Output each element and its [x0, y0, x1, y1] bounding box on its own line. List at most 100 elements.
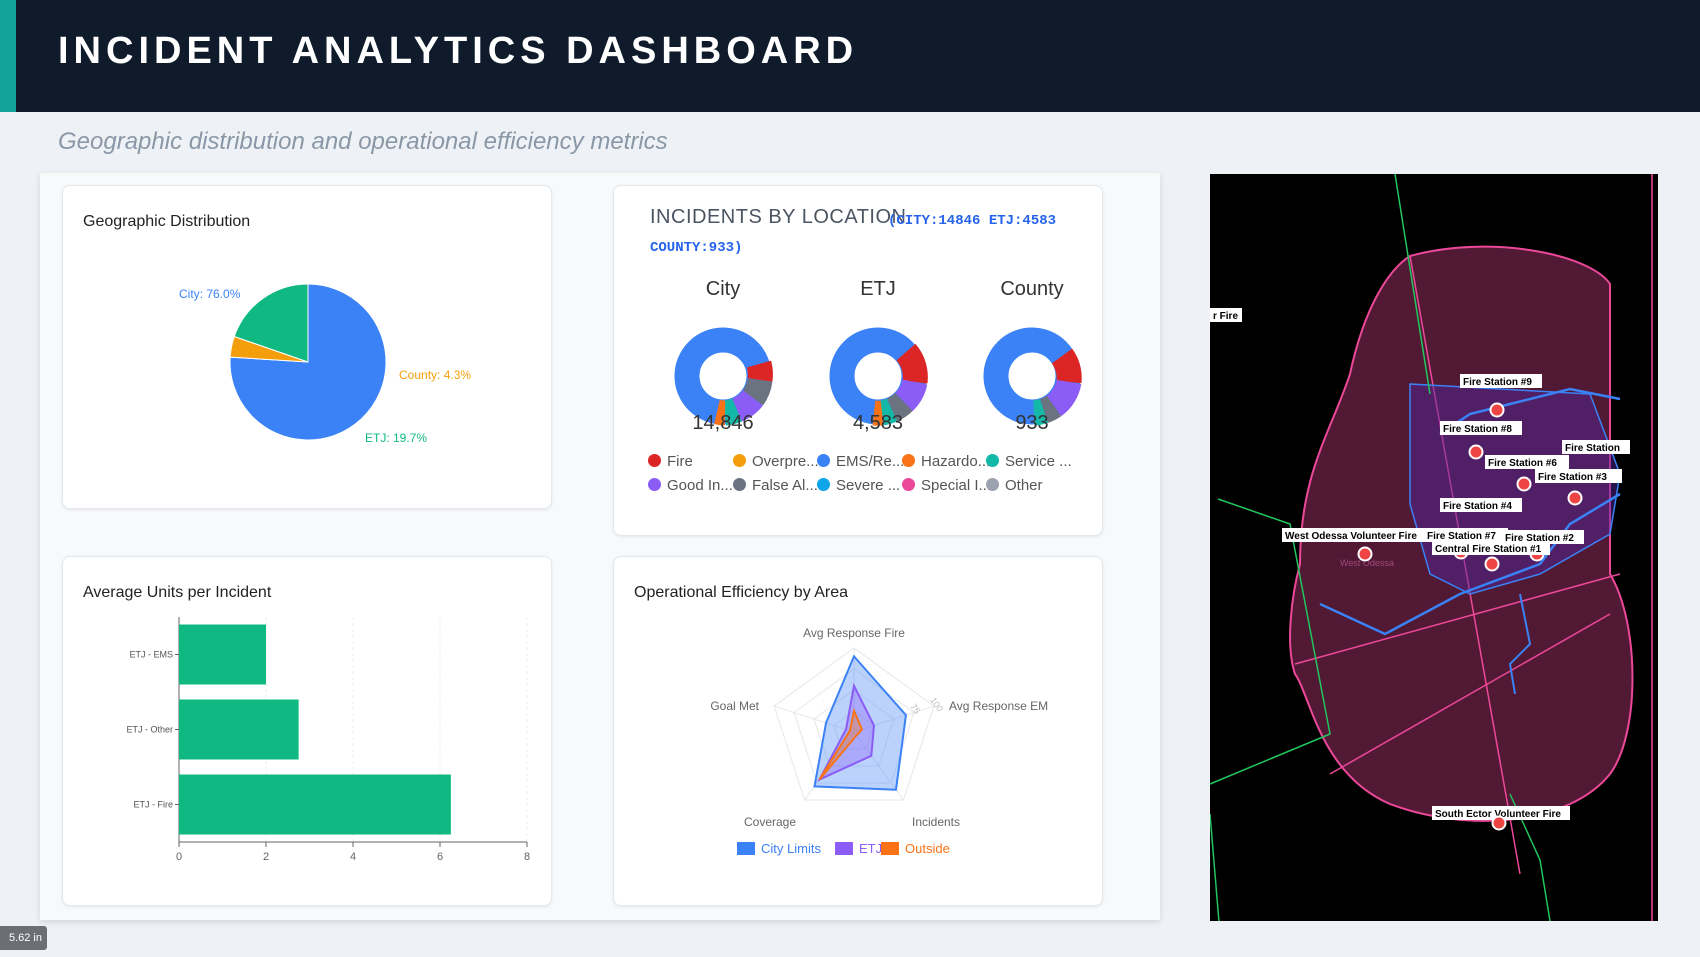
donut-etj-fire [896, 343, 928, 384]
legend-dot [817, 454, 830, 467]
legend-label: Good In... [667, 477, 733, 494]
map-labels: r Fire Fire Station #9 Fire Station #8 Fire… [1210, 308, 1630, 831]
legend-item[interactable]: Hazardo... [902, 453, 990, 470]
radar-scale-label: 75 [908, 702, 922, 716]
fire-station-marker[interactable] [1491, 815, 1507, 831]
radar-legend-label[interactable]: Outside [905, 841, 950, 856]
map-canvas: West Odessa r Fire Fire Station #9 Fire St… [1209, 173, 1658, 935]
legend-dot [648, 454, 661, 467]
legend-item[interactable]: Overpre... [733, 453, 819, 470]
geographic-pie-chart: City: 76.0% County: 4.3% ETJ: 19.7% [179, 283, 471, 445]
donut-label-city: City [705, 278, 741, 300]
fire-station-marker[interactable] [1484, 556, 1500, 572]
radar-axis-line [853, 705, 935, 733]
bar-category-label: ETJ - EMS [129, 650, 173, 660]
legend-item[interactable]: Fire [648, 453, 693, 470]
map-station-label: r Fire [1213, 311, 1238, 322]
donut-etj [829, 327, 928, 426]
city-limits-line-3 [1508, 593, 1532, 695]
radar-axis-label: Coverage [744, 815, 796, 829]
legend-label: Overpre... [752, 453, 819, 470]
map-label-box [1485, 455, 1569, 469]
map-label-box [1424, 528, 1508, 542]
legend-label: False Al... [752, 477, 818, 494]
radar-legend-label[interactable]: City Limits [761, 841, 821, 856]
header-bar: INCIDENT ANALYTICS DASHBOARD [0, 0, 1700, 112]
radar-series-outside [818, 707, 864, 781]
map-station-label: West Odessa Volunteer Fire [1285, 531, 1417, 542]
legend-dot [902, 478, 915, 491]
map-station-label: Fire Station #6 [1488, 458, 1557, 469]
donut-county-fire [1051, 348, 1082, 384]
donut-city-service [723, 398, 742, 426]
legend-item[interactable]: Service ... [986, 453, 1072, 470]
legend-label: Special I... [921, 477, 992, 494]
pie-label-county: County: 4.3% [399, 368, 471, 382]
bar-tick-label: 6 [437, 851, 443, 863]
average-units-card: Average Units per Incident 0 2 4 6 8 ETJ - EM… [62, 556, 552, 906]
donut-city-good [731, 389, 763, 422]
legend-dot [986, 454, 999, 467]
location-counts-line2: COUNTY:933) [650, 240, 743, 256]
legend-label: Fire [667, 453, 693, 470]
radar-axis-label: Goal Met [710, 699, 759, 713]
fire-station-marker[interactable] [1489, 402, 1505, 418]
donut-value-etj: 4,583 [852, 412, 904, 434]
legend-label: Service ... [1005, 453, 1072, 470]
fire-station-marker[interactable] [1516, 476, 1532, 492]
legend-dot [733, 478, 746, 491]
bar-etj-fire [179, 774, 451, 835]
donut-label-county: County [1000, 278, 1064, 300]
city-limits-line-1 [1319, 492, 1621, 636]
radar-scale-label: 100 [928, 695, 945, 713]
map-label-box [1535, 469, 1622, 483]
map-faint-label: West Odessa [1340, 558, 1394, 568]
map-station-label: Fire Station #7 [1427, 531, 1496, 542]
map-station-label: Fire Station #4 [1443, 501, 1512, 512]
legend-dot [817, 478, 830, 491]
fire-station-marker[interactable] [1567, 490, 1583, 506]
incidents-by-location-card: INCIDENTS BY LOCATION (CITY:14846 ETJ:45… [613, 185, 1103, 536]
fire-station-marker[interactable] [1468, 444, 1484, 460]
legend-item[interactable]: False Al... [733, 477, 818, 494]
average-units-bar-chart: 0 2 4 6 8 ETJ - EMS ETJ - Other ETJ - Fire [126, 617, 530, 863]
map-station-label: Fire Station [1565, 443, 1620, 454]
location-counts-line1: (CITY:14846 ETJ:4583 [888, 213, 1057, 229]
legend-label: Severe ... [836, 477, 901, 494]
incidents-by-location-title: INCIDENTS BY LOCATION [650, 206, 907, 228]
pie-label-city: City: 76.0% [179, 287, 241, 301]
legend-item[interactable]: EMS/Re... [817, 453, 904, 470]
radar-grid-ring [773, 647, 935, 801]
donut-city [674, 327, 773, 426]
average-units-title: Average Units per Incident [83, 584, 272, 601]
legend-dot [902, 454, 915, 467]
operational-efficiency-card: Operational Efficiency by Area Avg Respo… [613, 556, 1103, 906]
pie-label-etj: ETJ: 19.7% [365, 431, 427, 445]
map-boundaries-green [1209, 173, 1551, 935]
radar-legend-swatch [835, 842, 853, 855]
map-road-diag [1329, 613, 1611, 775]
map-label-box [1460, 374, 1542, 388]
legend-item[interactable]: Other [986, 477, 1043, 494]
map-label-box [1282, 528, 1426, 542]
geographic-distribution-title: Geographic Distribution [83, 213, 251, 230]
legend-dot [648, 478, 661, 491]
radar-axis-label: Avg Response EM [949, 699, 1048, 713]
radar-legend-label[interactable]: ETJ [859, 841, 882, 856]
radar-axis-line [773, 705, 855, 733]
header-accent [0, 0, 16, 112]
legend-item[interactable]: Good In... [648, 477, 733, 494]
radar-axis-line [804, 731, 855, 801]
radar-grid-ring [793, 668, 915, 784]
legend-dot [733, 454, 746, 467]
bar-tick-label: 8 [524, 851, 530, 863]
fire-station-marker[interactable] [1357, 546, 1373, 562]
map-label-box [1432, 541, 1550, 555]
map-station-label: Central Fire Station #1 [1435, 544, 1542, 555]
legend-item[interactable]: Special I... [902, 477, 991, 494]
donut-city-false [742, 377, 773, 406]
bar-category-label: ETJ - Other [126, 725, 173, 735]
station-coverage-map[interactable]: West Odessa r Fire Fire Station #9 Fire St… [1209, 173, 1658, 935]
legend-item[interactable]: Severe ... [817, 477, 900, 494]
map-label-box [1502, 530, 1584, 544]
